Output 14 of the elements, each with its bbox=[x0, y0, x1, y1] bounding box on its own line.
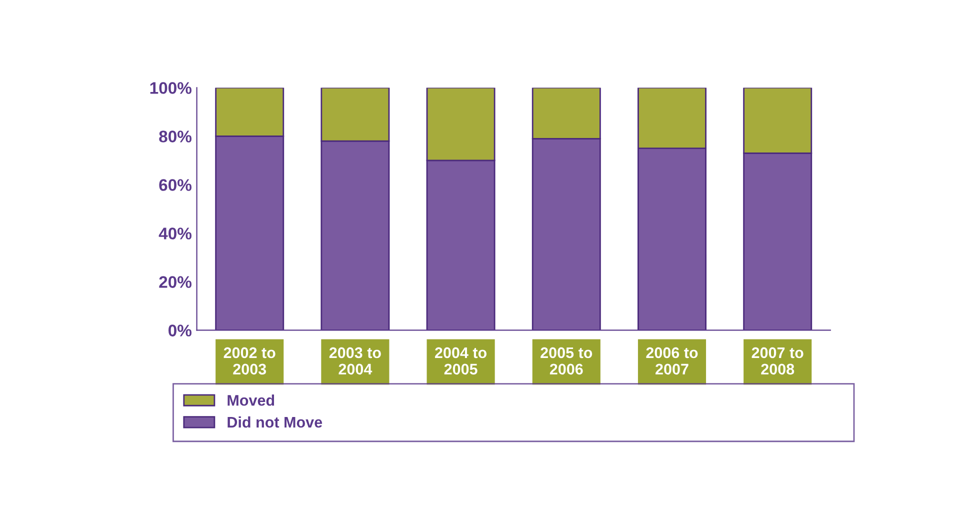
y-tick-label: 100% bbox=[150, 82, 192, 94]
y-tick-label: 80% bbox=[159, 130, 192, 142]
y-tick-label: 60% bbox=[159, 179, 192, 191]
y-tick-label: 0% bbox=[168, 324, 192, 336]
y-tick-label: 20% bbox=[159, 276, 192, 288]
legend-label: Moved bbox=[228, 394, 274, 406]
x-tick-label: 2004 to 2005 bbox=[435, 347, 487, 375]
y-tick-label: 40% bbox=[158, 228, 192, 240]
x-tick-label: 2003 to 2004 bbox=[329, 347, 381, 375]
legend-label: Did not Move bbox=[228, 416, 322, 428]
x-tick-label: 2002 to 2003 bbox=[224, 347, 276, 375]
x-tick-label: 2007 to 2008 bbox=[752, 347, 804, 375]
x-tick-label: 2006 to 2007 bbox=[646, 347, 698, 375]
x-tick-label: 2005 to 2006 bbox=[540, 347, 592, 375]
